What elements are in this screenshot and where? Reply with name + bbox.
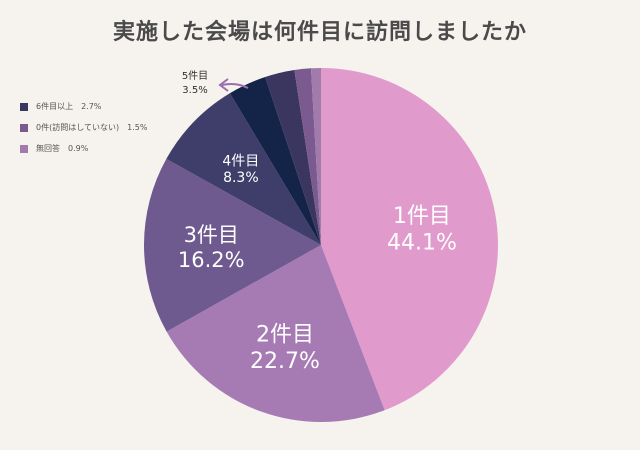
pie-slice: [294, 68, 321, 245]
pie-slice: [321, 68, 498, 411]
slice-label: 5件目: [182, 70, 208, 82]
legend-item-no-answer: 無回答 0.9%: [20, 138, 147, 159]
pie-slice: [229, 77, 321, 245]
legend-swatch: [20, 144, 28, 153]
legend-label: 0件(訪問はしていない) 1.5%: [36, 123, 148, 132]
chart-title: 実施した会場は何件目に訪問しましたか: [112, 20, 527, 45]
slice-value: 16.2%: [178, 248, 245, 272]
slice-label: 2件目: [256, 323, 314, 348]
slice-label: 3件目: [184, 223, 239, 247]
legend: 6件目以上 2.7% 0件(訪問はしていない) 1.5% 無回答 0.9%: [20, 96, 147, 159]
pie-slice: [310, 68, 321, 245]
pie-slice: [166, 93, 321, 245]
slice-label: 1件目: [393, 204, 451, 229]
slice-value: 8.3%: [223, 170, 259, 186]
leader-arrow: [221, 83, 249, 89]
pie-slice: [144, 158, 321, 332]
legend-swatch: [20, 123, 28, 132]
slice-label: 4件目: [222, 153, 259, 169]
slice-value: 44.1%: [387, 230, 457, 255]
legend-swatch: [20, 102, 28, 111]
leader-arrowhead: [218, 78, 229, 92]
pie-slice: [166, 245, 385, 422]
legend-item-6plus: 6件目以上 2.7%: [20, 96, 147, 117]
pie-slice: [265, 70, 321, 245]
legend-label: 6件目以上 2.7%: [36, 102, 102, 111]
legend-item-zero: 0件(訪問はしていない) 1.5%: [20, 117, 147, 138]
slice-value: 3.5%: [182, 85, 207, 96]
legend-label: 無回答 0.9%: [36, 144, 89, 153]
slice-value: 22.7%: [250, 349, 320, 374]
